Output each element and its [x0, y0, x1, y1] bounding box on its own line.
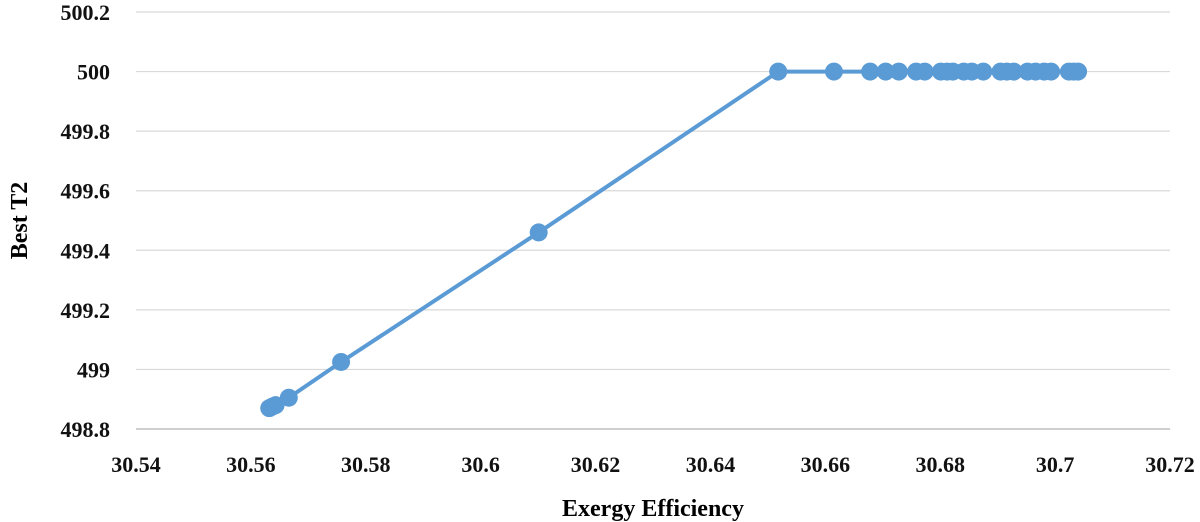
x-tick-label: 30.62: [571, 452, 621, 477]
x-tick-label: 30.7: [1036, 452, 1075, 477]
y-tick-label: 499.4: [61, 238, 111, 263]
data-point: [266, 396, 285, 415]
data-point: [529, 223, 548, 242]
x-tick-label: 30.64: [686, 452, 736, 477]
x-tick-label: 30.6: [461, 452, 500, 477]
data-point: [974, 62, 993, 81]
data-point: [876, 62, 895, 81]
data-point: [861, 62, 880, 81]
x-tick-label: 30.68: [915, 452, 965, 477]
y-tick-label: 499.2: [61, 298, 111, 323]
data-point: [332, 352, 351, 371]
x-tick-label: 30.66: [801, 452, 851, 477]
data-point: [769, 62, 788, 81]
y-tick-label: 500: [77, 60, 110, 85]
y-tick-label: 499: [77, 357, 110, 382]
data-point: [1069, 62, 1088, 81]
x-tick-label: 30.56: [226, 452, 276, 477]
data-point: [279, 388, 298, 407]
y-tick-label: 498.8: [61, 417, 111, 442]
data-point: [824, 62, 843, 81]
data-point: [915, 62, 934, 81]
data-point: [1042, 62, 1061, 81]
x-tick-label: 30.72: [1145, 452, 1195, 477]
x-tick-labels: 30.54 30.56 30.58 30.6 30.62 30.64 30.66 30.68 3…: [111, 452, 1195, 477]
y-tick-labels: 498.8 499 499.2 499.4 499.6 499.8 500 500.2: [61, 0, 111, 442]
grid-lines: [136, 11, 1170, 371]
y-tick-label: 499.8: [61, 119, 111, 144]
series-line: [268, 69, 1079, 410]
y-tick-label: 500.2: [61, 0, 111, 25]
data-point: [1004, 62, 1023, 81]
series-group: [260, 62, 1088, 418]
x-tick-label: 30.58: [341, 452, 391, 477]
x-axis-title: Exergy Efficiency: [562, 496, 744, 522]
x-tick-label: 30.54: [111, 452, 161, 477]
data-point: [889, 62, 908, 81]
y-tick-label: 499.6: [61, 179, 111, 204]
y-axis-title: Best T2: [7, 182, 33, 260]
